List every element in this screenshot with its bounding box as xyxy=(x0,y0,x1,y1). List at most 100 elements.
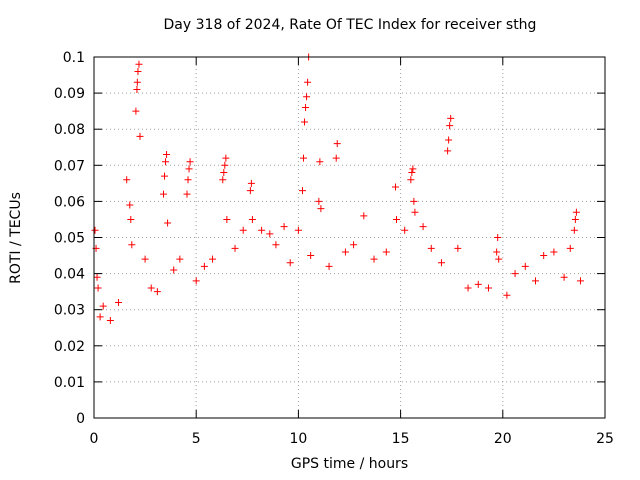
data-point xyxy=(304,78,312,86)
data-point xyxy=(185,165,193,173)
data-point xyxy=(411,208,419,216)
data-point xyxy=(572,208,580,216)
data-point xyxy=(133,85,141,93)
data-point xyxy=(560,273,568,281)
data-point xyxy=(540,252,548,260)
data-point xyxy=(153,288,161,296)
y-axis-label: ROTI / TECUs xyxy=(8,192,24,284)
data-point xyxy=(503,291,511,299)
x-tick-label: 25 xyxy=(596,431,614,447)
data-point xyxy=(123,176,131,184)
data-point xyxy=(419,223,427,231)
data-point xyxy=(186,158,194,166)
data-point xyxy=(298,187,306,195)
data-point xyxy=(161,172,169,180)
data-point xyxy=(360,212,368,220)
y-tick-label: 0.07 xyxy=(54,158,85,174)
data-point xyxy=(474,280,482,288)
data-point xyxy=(464,284,472,292)
data-point xyxy=(183,190,191,198)
data-point xyxy=(184,176,192,184)
data-point xyxy=(220,169,228,177)
x-tick-label: 5 xyxy=(192,431,201,447)
grid-lines xyxy=(94,57,605,418)
x-tick-label: 15 xyxy=(392,431,410,447)
data-point xyxy=(570,226,578,234)
data-point xyxy=(134,67,142,75)
data-point xyxy=(170,266,178,274)
data-point xyxy=(437,259,445,267)
data-point xyxy=(315,197,323,205)
data-point xyxy=(407,176,415,184)
data-point xyxy=(332,154,340,162)
data-point xyxy=(99,302,107,310)
data-point xyxy=(248,215,256,223)
y-tick-label: 0.05 xyxy=(54,231,85,247)
data-point xyxy=(239,226,247,234)
y-tick-label: 0.06 xyxy=(54,194,85,210)
data-point xyxy=(333,140,341,148)
data-point xyxy=(401,226,409,234)
data-point xyxy=(159,190,167,198)
data-point xyxy=(209,255,217,263)
data-point xyxy=(192,277,200,285)
x-axis-label: GPS time / hours xyxy=(290,456,409,472)
data-point xyxy=(294,226,302,234)
data-point xyxy=(266,230,274,238)
data-point xyxy=(550,248,558,256)
data-point xyxy=(325,262,333,270)
data-point xyxy=(164,219,172,227)
data-point xyxy=(408,169,416,177)
data-point xyxy=(272,241,280,249)
data-point xyxy=(446,122,454,130)
data-point xyxy=(303,93,311,101)
y-tick-label: 0.04 xyxy=(54,267,85,283)
y-tick-label: 0.02 xyxy=(54,339,85,355)
data-point xyxy=(91,226,99,234)
data-point xyxy=(341,248,349,256)
data-point xyxy=(301,118,309,126)
data-point xyxy=(141,255,149,263)
data-point xyxy=(447,114,455,122)
x-tick-label: 0 xyxy=(90,431,99,447)
data-point xyxy=(258,226,266,234)
data-point xyxy=(222,154,230,162)
data-point xyxy=(286,259,294,267)
data-point xyxy=(163,150,171,158)
data-point xyxy=(133,78,141,86)
data-point xyxy=(391,183,399,191)
data-point xyxy=(200,262,208,270)
data-point xyxy=(393,215,401,223)
data-point xyxy=(454,244,462,252)
data-point xyxy=(94,284,102,292)
data-point xyxy=(566,244,574,252)
data-point xyxy=(135,60,143,68)
data-point xyxy=(93,273,101,281)
data-point xyxy=(115,298,123,306)
data-point xyxy=(176,255,184,263)
data-point xyxy=(96,313,104,321)
y-tick-labels: 0 0.01 0.02 0.03 0.04 0.05 0.06 0.07 0.08 0.09 0.1 xyxy=(54,50,85,427)
data-point xyxy=(231,244,239,252)
data-point xyxy=(127,215,135,223)
data-point xyxy=(409,165,417,173)
data-point xyxy=(532,277,540,285)
data-point xyxy=(484,284,492,292)
data-point xyxy=(136,132,144,140)
data-point xyxy=(307,252,315,260)
y-tick-label: 0 xyxy=(76,411,85,427)
x-tick-labels: 0 5 10 15 20 25 xyxy=(90,431,614,447)
data-point xyxy=(128,241,136,249)
y-tick-label: 0.08 xyxy=(54,122,85,138)
data-point xyxy=(126,201,134,209)
axis-ticks xyxy=(93,56,606,419)
data-point xyxy=(493,248,501,256)
y-tick-label: 0.03 xyxy=(54,303,85,319)
data-point xyxy=(445,136,453,144)
data-point xyxy=(382,248,390,256)
data-point xyxy=(223,215,231,223)
data-point xyxy=(410,197,418,205)
data-points xyxy=(91,53,584,325)
data-point xyxy=(316,158,324,166)
